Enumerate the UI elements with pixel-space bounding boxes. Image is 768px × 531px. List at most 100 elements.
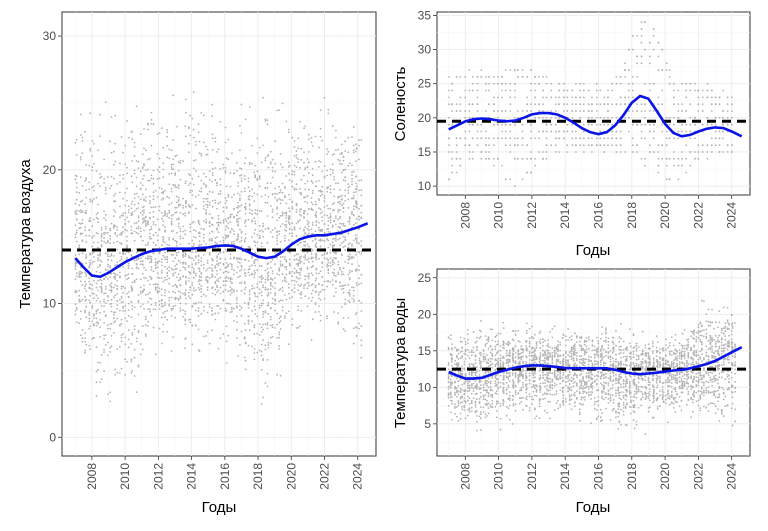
air-temperature-data-point [306,195,309,198]
air-temperature-data-point [154,283,157,286]
air-temperature-data-point [360,211,363,214]
air-temperature-data-point [331,226,334,228]
air-temperature-data-point [321,228,324,231]
air-temperature-data-point [152,270,155,273]
air-temperature-data-point [352,298,355,301]
air-temperature-data-point [239,305,241,307]
air-temperature-data-point [285,212,288,215]
water-temperature-data-point [451,418,453,421]
salinity-data-point [673,157,675,160]
air-temperature-data-point [141,193,144,196]
air-temperature-data-point [274,263,277,266]
air-temperature-data-point [168,277,171,280]
air-temperature-data-point [351,180,353,183]
salinity-data-point [710,123,713,126]
air-temperature-data-point [119,241,121,244]
air-temperature-data-point [214,179,217,182]
air-temperature-data-point [144,216,147,219]
air-temperature-data-point [311,256,314,259]
air-temperature-data-point [243,281,246,283]
air-temperature-data-point [256,179,259,182]
air-temperature-data-point [327,220,330,223]
air-temperature-data-point [288,271,291,273]
air-temperature-data-point [243,356,246,359]
air-temperature-data-point [311,174,314,177]
air-temperature-data-point [126,361,128,363]
air-temperature-data-point [281,213,284,216]
air-temperature-data-point [85,273,88,276]
air-temperature-data-point [271,270,274,272]
air-temperature-data-point [124,223,127,226]
salinity-data-point [611,82,613,85]
air-temperature-data-point [184,268,187,271]
water-temperature-data-point [474,402,477,404]
air-temperature-data-point [308,275,310,278]
air-temperature-data-point [267,293,270,296]
air-temperature-data-point [288,251,291,254]
air-temperature-data-point [295,222,298,225]
air-temperature-data-point [127,264,130,267]
air-temperature-data-point [329,221,332,224]
air-temperature-data-point [79,266,82,269]
air-temperature-data-point [160,271,163,274]
water-temperature-data-point [489,370,492,373]
air-temperature-data-point [120,234,123,236]
air-temperature-data-point [267,313,270,315]
salinity-data-point [451,123,453,126]
salinity-data-point [587,123,590,126]
air-temperature-data-point [327,207,330,210]
air-temperature-data-point [295,269,298,272]
salinity-data-point [521,110,524,112]
air-temperature-data-point [214,280,217,283]
air-temperature-data-point [139,182,142,184]
air-temperature-data-point [236,297,238,299]
air-temperature-data-point [293,279,296,282]
air-temperature-data-point [297,271,300,274]
air-temperature-y-tick-label: 30 [43,29,57,43]
air-temperature-data-point [284,294,286,296]
water-temperature-data-point [486,391,488,393]
salinity-data-point [530,123,532,126]
air-temperature-data-point [202,335,205,338]
air-temperature-data-point [194,302,197,305]
air-temperature-data-point [276,109,278,112]
air-temperature-data-point [348,162,351,165]
salinity-data-point [476,123,479,126]
air-temperature-data-point [254,292,257,295]
salinity-data-point [575,103,577,106]
air-temperature-data-point [211,224,214,226]
air-temperature-data-point [154,231,157,234]
air-temperature-data-point [152,191,155,194]
air-temperature-data-point [85,177,88,179]
air-temperature-data-point [166,261,169,264]
air-temperature-data-point [152,308,155,311]
water-temperature-data-point [494,359,497,362]
air-temperature-data-point [91,261,94,264]
air-temperature-data-point [91,304,94,307]
air-temperature-data-point [150,268,153,271]
air-temperature-data-point [137,299,140,302]
air-temperature-data-point [116,300,119,302]
air-temperature-data-point [188,242,190,245]
air-temperature-data-point [116,371,119,374]
air-temperature-data-point [327,239,330,242]
salinity-data-point [694,82,696,85]
air-temperature-data-point [103,181,105,184]
air-temperature-data-point [258,185,261,188]
air-temperature-data-point [360,302,363,304]
air-temperature-data-point [137,232,140,235]
water-temperature-data-point [494,354,497,357]
air-temperature-data-point [179,159,182,162]
air-temperature-data-point [170,218,173,220]
air-temperature-data-point [166,156,169,159]
air-temperature-data-point [154,258,157,260]
water-temperature-data-point [494,406,497,408]
water-temperature-data-point [489,328,492,331]
salinity-data-point [501,89,503,92]
salinity-data-point [504,123,507,126]
salinity-data-point [644,110,646,112]
air-temperature-data-point [335,223,337,226]
salinity-data-point [714,137,717,140]
air-temperature-data-point [156,133,159,136]
air-temperature-data-point [271,210,274,213]
